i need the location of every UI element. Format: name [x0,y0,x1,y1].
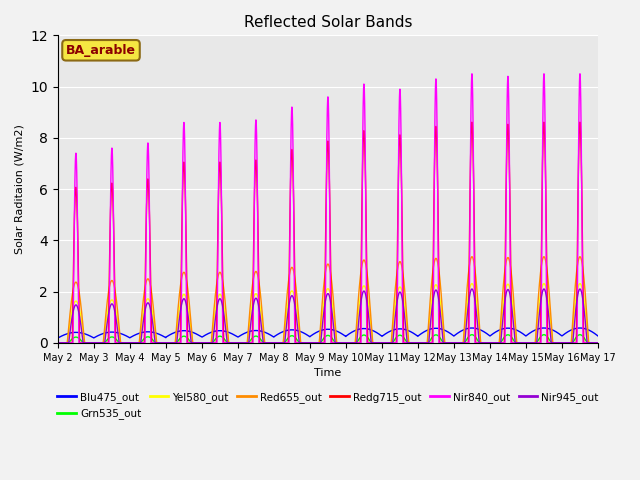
Grn535_out [572,336,579,342]
Nir840_out [464,340,472,346]
Redg715_out [464,340,472,346]
Nir945_out [594,340,602,346]
Nir945_out [54,340,61,346]
Nir945_out [449,340,456,346]
Blu475_out [564,328,572,334]
Red655_out [564,340,572,346]
Blu475_out [594,333,602,339]
Grn535_out [576,332,584,337]
Blu475_out [237,332,245,338]
Red655_out [449,340,456,346]
Redg715_out [54,340,61,346]
Blu475_out [576,325,584,331]
Blu475_out [449,332,456,338]
Yel580_out [449,340,456,346]
Line: Blu475_out: Blu475_out [58,328,598,338]
Red655_out [54,340,61,346]
Y-axis label: Solar Raditaion (W/m2): Solar Raditaion (W/m2) [15,124,25,254]
Redg715_out [594,340,602,346]
Grn535_out [594,340,602,346]
Blu475_out [54,335,61,341]
Red655_out [594,340,602,346]
Nir840_out [54,340,61,346]
Redg715_out [576,120,584,125]
Redg715_out [310,340,317,346]
Nir945_out [464,306,472,312]
Grn535_out [310,340,317,346]
Nir945_out [576,286,584,292]
Red655_out [310,340,317,346]
Yel580_out [572,301,579,307]
Yel580_out [54,340,61,346]
Yel580_out [594,340,602,346]
Blu475_out [572,326,579,332]
Grn535_out [54,340,61,346]
Nir840_out [576,71,584,77]
Nir945_out [310,340,317,346]
Red655_out [576,254,584,260]
Red655_out [572,284,579,289]
Nir840_out [572,340,579,346]
Red655_out [237,340,245,346]
Yel580_out [464,296,472,302]
Yel580_out [576,281,584,287]
X-axis label: Time: Time [314,368,342,378]
Nir840_out [449,340,456,346]
Yel580_out [237,340,245,346]
Title: Reflected Solar Bands: Reflected Solar Bands [244,15,412,30]
Line: Grn535_out: Grn535_out [58,335,598,343]
Line: Red655_out: Red655_out [58,257,598,343]
Grn535_out [449,340,456,346]
Red655_out [464,276,472,282]
Nir945_out [564,340,572,346]
Blu475_out [310,331,317,337]
Nir840_out [310,340,317,346]
Line: Yel580_out: Yel580_out [58,284,598,343]
Nir840_out [564,340,572,346]
Grn535_out [464,335,472,341]
Text: BA_arable: BA_arable [66,44,136,57]
Line: Nir945_out: Nir945_out [58,289,598,343]
Yel580_out [310,340,317,346]
Redg715_out [572,340,579,346]
Redg715_out [449,340,456,346]
Redg715_out [564,340,572,346]
Blu475_out [464,325,472,331]
Nir945_out [237,340,245,346]
Redg715_out [237,340,245,346]
Yel580_out [564,340,572,346]
Line: Nir840_out: Nir840_out [58,74,598,343]
Nir840_out [237,340,245,346]
Grn535_out [564,340,572,346]
Line: Redg715_out: Redg715_out [58,122,598,343]
Grn535_out [237,340,245,346]
Nir840_out [594,340,602,346]
Legend: Blu475_out, Grn535_out, Yel580_out, Red655_out, Redg715_out, Nir840_out, Nir945_: Blu475_out, Grn535_out, Yel580_out, Red6… [53,388,603,423]
Nir945_out [572,312,579,318]
